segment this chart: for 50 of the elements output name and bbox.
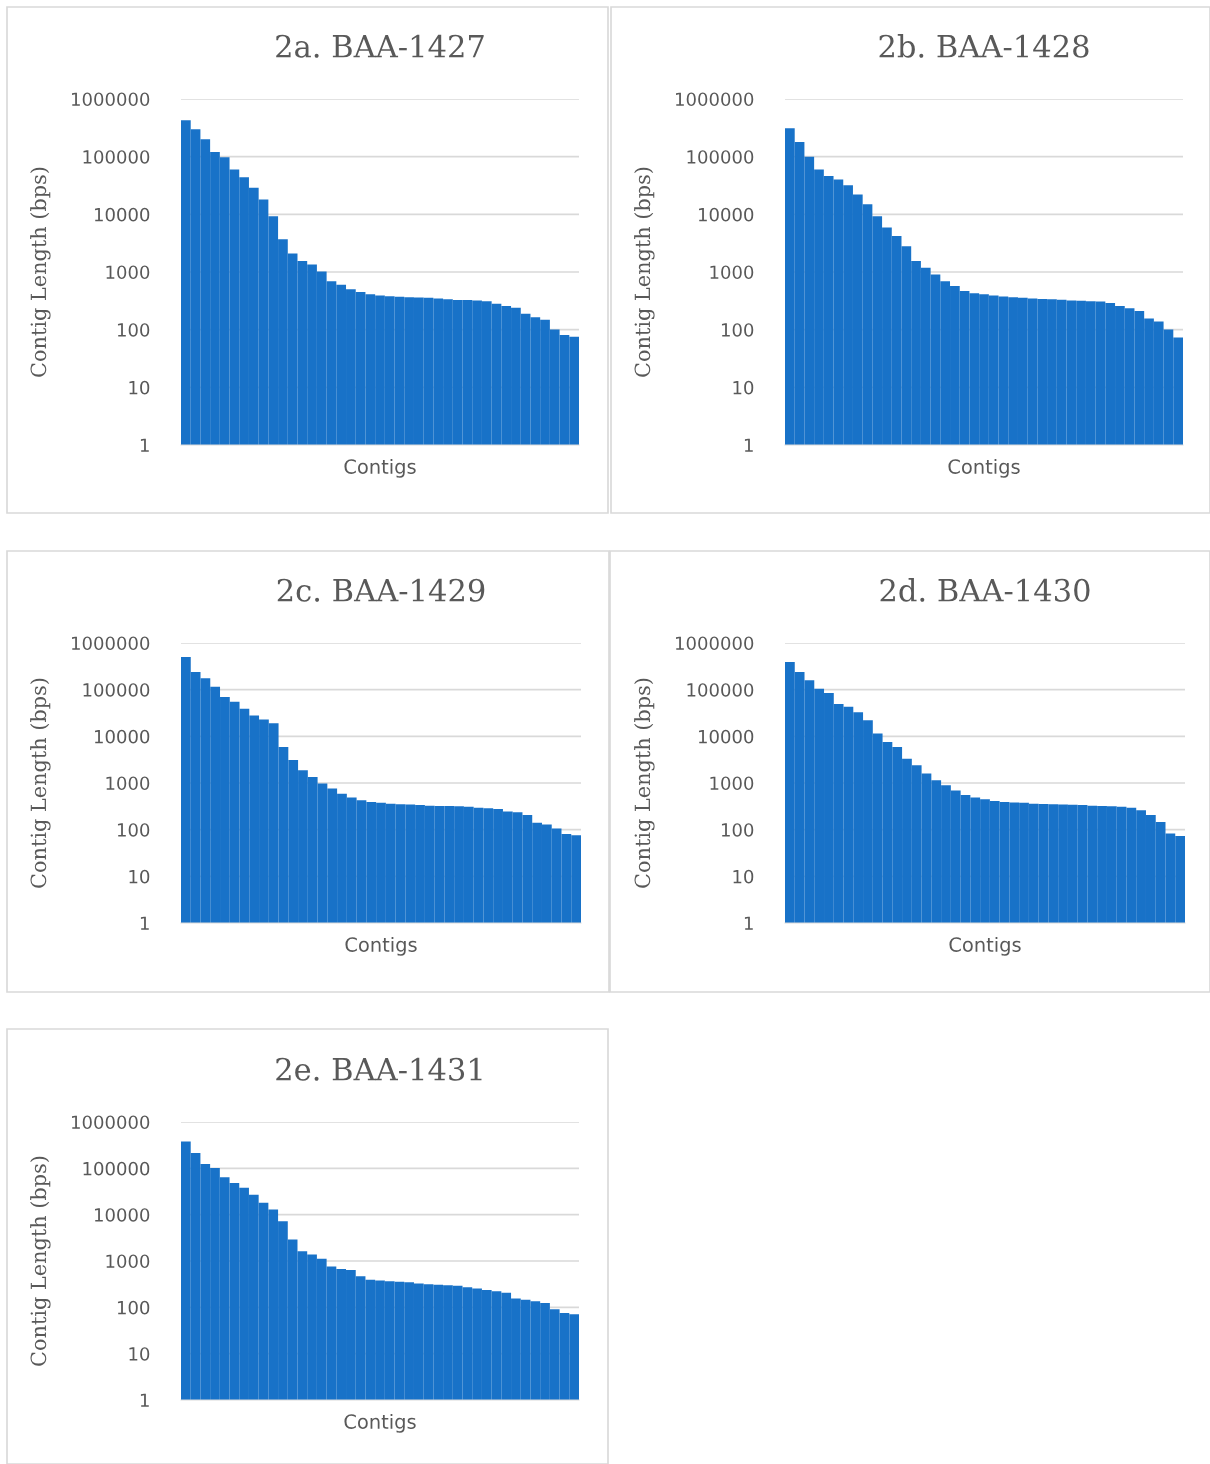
y-tick-label: 10 <box>733 869 754 884</box>
y-axis-title: Contig Length (bps) <box>30 167 51 377</box>
y-tick-label: 1000000 <box>72 636 150 651</box>
x-axis-title: Contigs <box>344 458 416 478</box>
y-tick-label: 100000 <box>83 683 150 697</box>
y-tick-label: 10000 <box>698 207 754 222</box>
y-tick-label: 1000000 <box>72 1115 150 1130</box>
y-tick-label: 10000 <box>94 1208 150 1222</box>
y-tick-label: 100 <box>721 823 754 837</box>
chart-title: 2d. BAA-1430 <box>880 578 1090 602</box>
y-tick-label: 1 <box>744 916 753 930</box>
y-tick-label: 1000 <box>106 1254 150 1269</box>
y-axis-title: Contig Length (bps) <box>30 1156 51 1366</box>
y-tick-label: 10 <box>129 869 150 884</box>
chart-title: 2c. BAA-1429 <box>277 578 485 602</box>
y-tick-label: 100 <box>117 823 150 837</box>
y-tick-label: 10 <box>733 380 754 395</box>
y-tick-label: 100000 <box>83 1161 150 1176</box>
y-tick-label: 1000 <box>106 776 150 791</box>
y-tick-label: 10000 <box>94 207 150 222</box>
y-tick-label: 10 <box>129 1347 150 1361</box>
y-axis-title: Contig Length (bps) <box>634 678 655 888</box>
y-tick-label: 1 <box>140 1393 149 1407</box>
x-axis-title: Contigs <box>948 458 1020 478</box>
y-tick-label: 1000 <box>106 265 150 280</box>
y-tick-label: 1000 <box>710 265 754 280</box>
y-axis-title: Contig Length (bps) <box>30 678 51 888</box>
chart-title: 2a. BAA-1427 <box>276 34 484 58</box>
y-tick-label: 1 <box>140 916 149 930</box>
y-tick-label: 1000000 <box>72 92 150 107</box>
y-axis-title: Contig Length (bps) <box>634 167 655 377</box>
y-tick-label: 10 <box>129 380 150 395</box>
y-tick-label: 1 <box>744 438 753 452</box>
y-tick-label: 10000 <box>94 729 150 744</box>
y-tick-label: 100000 <box>687 683 754 697</box>
y-tick-label: 1000000 <box>676 92 754 107</box>
x-axis-title: Contigs <box>345 936 417 956</box>
y-tick-label: 1 <box>140 438 149 452</box>
y-tick-label: 1000 <box>710 776 754 791</box>
y-tick-label: 100 <box>721 323 754 337</box>
y-tick-label: 100000 <box>83 150 150 164</box>
y-tick-label: 100 <box>117 323 150 337</box>
x-axis-title: Contigs <box>949 936 1021 956</box>
x-axis-title: Contigs <box>344 1413 416 1433</box>
chart-title: 2e. BAA-1431 <box>276 1057 482 1081</box>
y-tick-label: 1000000 <box>676 636 754 651</box>
y-tick-label: 10000 <box>698 729 754 744</box>
y-tick-label: 100 <box>117 1300 150 1315</box>
y-tick-label: 100000 <box>687 150 754 164</box>
chart-title: 2b. BAA-1428 <box>879 34 1089 58</box>
